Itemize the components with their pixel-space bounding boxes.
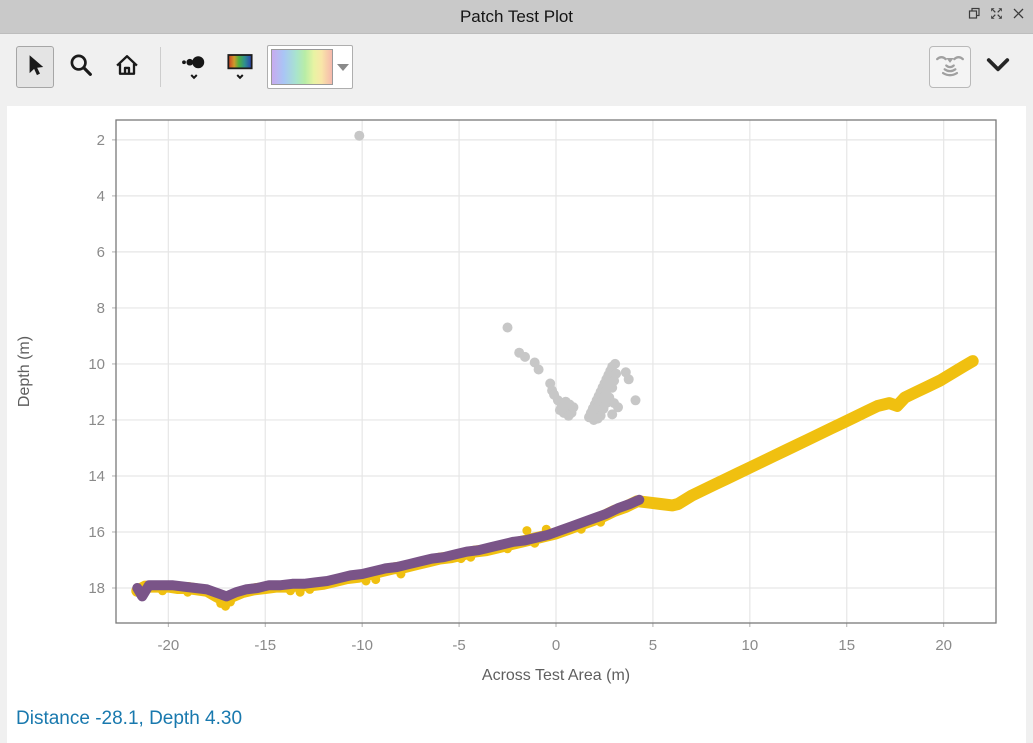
- x-tick-label: 15: [838, 637, 855, 654]
- sonar-icon: [935, 51, 965, 84]
- pointer-tool-button[interactable]: [16, 46, 54, 88]
- magnifier-icon: [67, 51, 95, 84]
- expand-window-icon[interactable]: [989, 6, 1004, 21]
- y-tick-label: 16: [88, 524, 105, 541]
- colormap-swatch: [271, 49, 333, 85]
- x-tick-label: -15: [254, 637, 276, 654]
- y-tick-label: 10: [88, 356, 105, 373]
- colormap-selector[interactable]: [267, 45, 353, 89]
- restore-window-icon[interactable]: [967, 6, 982, 21]
- point-size-icon: [180, 50, 208, 85]
- y-tick-label: 12: [88, 412, 105, 429]
- x-tick-label: 5: [649, 637, 657, 654]
- cursor-icon: [22, 52, 48, 83]
- window-controls: [967, 6, 1026, 21]
- color-ramp-button[interactable]: [221, 46, 259, 88]
- home-view-button[interactable]: [108, 46, 146, 88]
- x-tick-label: -20: [157, 637, 179, 654]
- x-tick-label: -5: [452, 637, 465, 654]
- home-icon: [113, 51, 141, 84]
- toolbar: [0, 34, 1033, 100]
- toolbar-separator: [160, 47, 161, 87]
- y-axis-label: Depth (m): [16, 336, 33, 407]
- sounder-button[interactable]: [929, 46, 971, 88]
- grid-lines: [116, 120, 996, 623]
- point-size-button[interactable]: [175, 46, 213, 88]
- x-tick-label: -10: [351, 637, 373, 654]
- status-bar: Distance -28.1, Depth 4.30: [7, 698, 1026, 743]
- y-tick-label: 14: [88, 468, 105, 485]
- window-title: Patch Test Plot: [459, 6, 574, 26]
- y-tick-label: 18: [88, 580, 105, 597]
- close-icon[interactable]: [1011, 6, 1026, 21]
- x-tick-label: 20: [935, 637, 952, 654]
- series-gray-rejected-points: [354, 130, 641, 425]
- y-tick-label: 8: [97, 300, 105, 317]
- axis-ticks: -20 -15 -10 -5 0 5 10 15 20 2 4 6 8 10 12 14 16 18: [88, 132, 952, 654]
- x-tick-label: 10: [741, 637, 758, 654]
- x-axis-label: Across Test Area (m): [482, 667, 630, 684]
- combo-arrow-icon: [337, 63, 349, 71]
- plot-svg[interactable]: -20 -15 -10 -5 0 5 10 15 20 2 4 6 8 10 12 14 16 18 Across …: [7, 106, 1026, 698]
- y-tick-label: 4: [97, 188, 105, 205]
- color-ramp-icon: [226, 50, 254, 85]
- expand-menu-button[interactable]: [981, 46, 1015, 88]
- series-purple-series-band: [132, 494, 645, 602]
- title-bar[interactable]: Patch Test Plot: [0, 0, 1033, 34]
- status-coordinates: Distance -28.1, Depth 4.30: [16, 708, 243, 729]
- y-tick-label: 6: [97, 244, 105, 261]
- zoom-tool-button[interactable]: [62, 46, 100, 88]
- chevron-down-icon: [986, 56, 1010, 79]
- plot-frame: [115, 119, 997, 624]
- y-tick-label: 2: [97, 132, 105, 149]
- plot-panel: -20 -15 -10 -5 0 5 10 15 20 2 4 6 8 10 12 14 16 18 Across …: [7, 106, 1026, 743]
- x-tick-label: 0: [552, 637, 560, 654]
